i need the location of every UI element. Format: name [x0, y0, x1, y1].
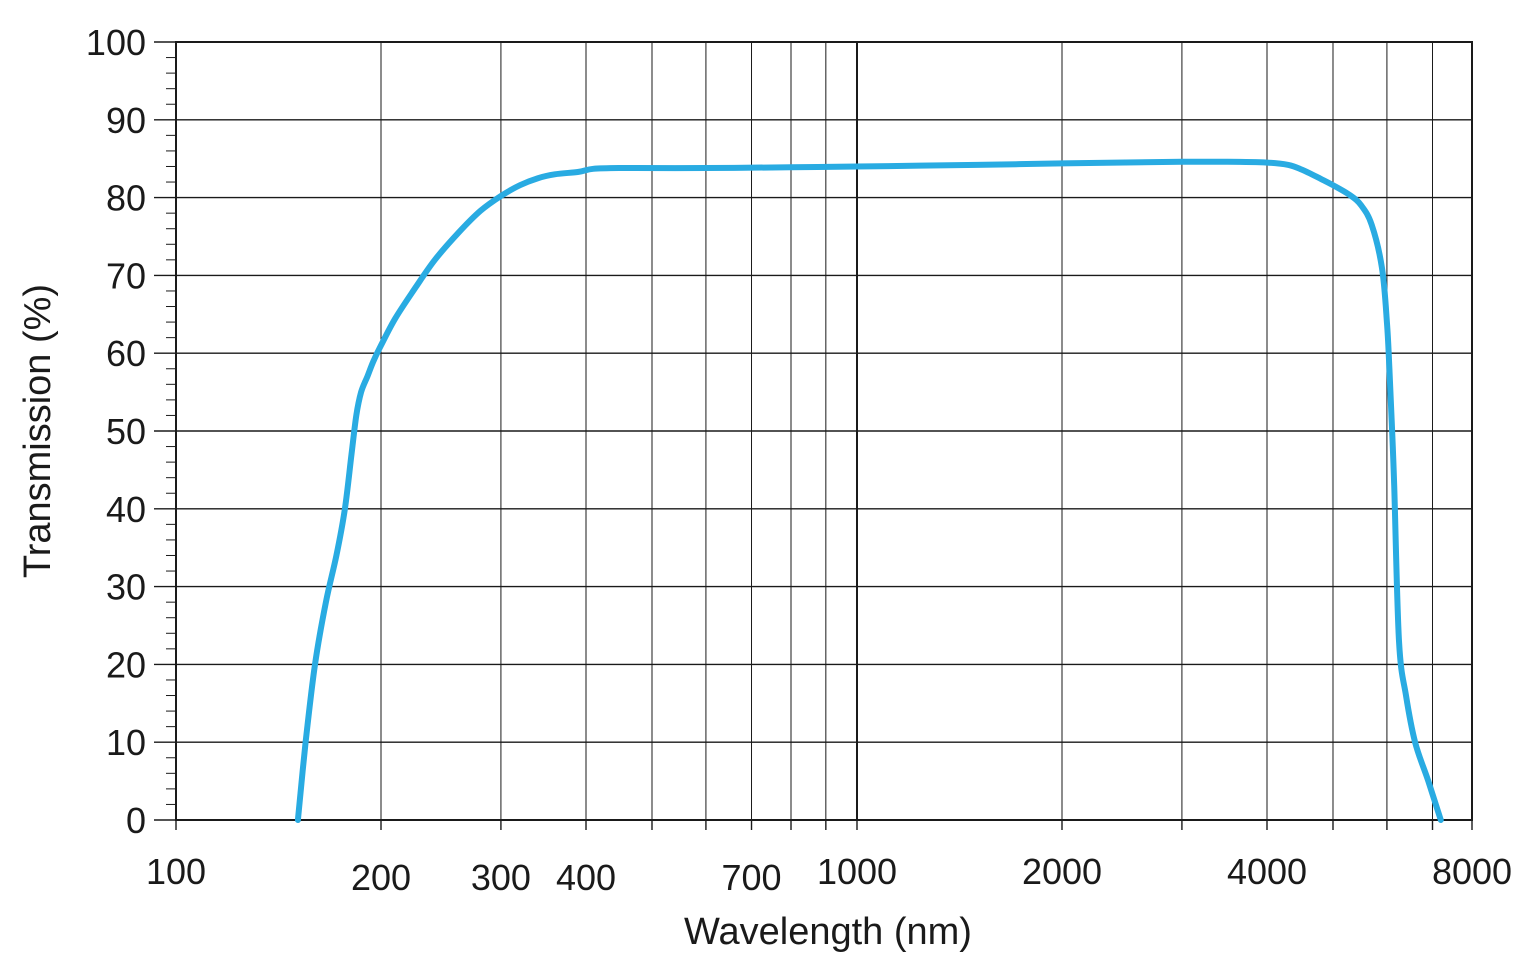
x-tick-label: 700: [721, 857, 781, 898]
x-tick-label: 8000: [1432, 851, 1512, 892]
y-tick-label: 50: [106, 411, 146, 452]
y-tick-label: 20: [106, 644, 146, 685]
y-tick-label: 10: [106, 722, 146, 763]
transmission-curve: [294, 158, 1444, 823]
y-axis-title: Transmission (%): [17, 284, 59, 578]
x-tick-label: 2000: [1022, 851, 1102, 892]
y-tick-labels: 0 10 20 30 40 50 60 70 80 90 100: [86, 22, 146, 841]
x-tick-label: 300: [471, 857, 531, 898]
x-tick-label: 400: [556, 857, 616, 898]
y-tick-label: 0: [126, 800, 146, 841]
y-tick-label: 60: [106, 333, 146, 374]
y-tick-label: 30: [106, 567, 146, 608]
x-tick-labels: 100 200 300 400 700 1000 2000 4000 8000: [146, 851, 1512, 898]
y-tick-label: 80: [106, 178, 146, 219]
x-tick-label: 100: [146, 851, 206, 892]
x-tick-label: 4000: [1227, 851, 1307, 892]
y-tick-label: 90: [106, 100, 146, 141]
plot-frame: [175, 41, 1473, 821]
x-tick-label: 200: [351, 857, 411, 898]
y-tick-label: 70: [106, 255, 146, 296]
y-tick-label: 40: [106, 489, 146, 530]
x-tick-label: 1000: [817, 851, 897, 892]
x-axis-title: Wavelength (nm): [684, 911, 972, 953]
x-major-ticks: [175, 820, 1473, 830]
y-minor-ticks: [166, 57, 176, 805]
y-tick-label: 100: [86, 22, 146, 63]
